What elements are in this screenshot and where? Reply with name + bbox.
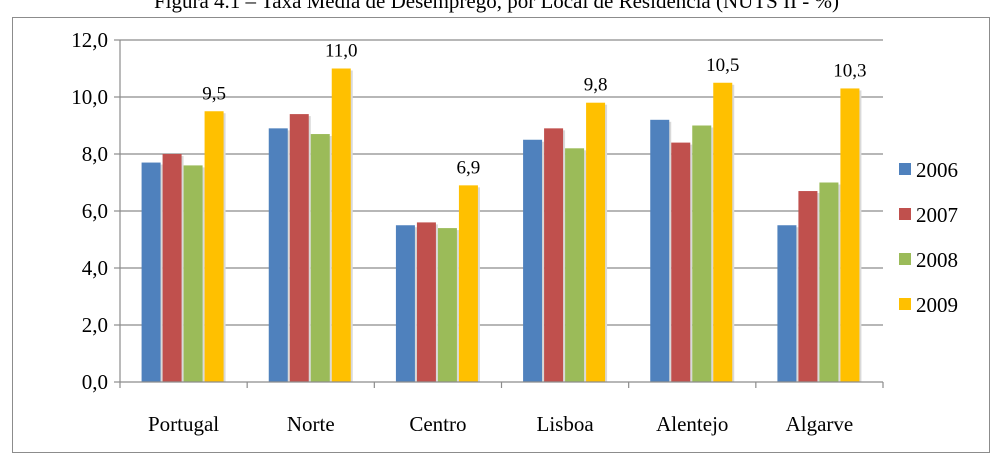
figure-caption: Figura 4.1 – Taxa Média de Desemprego, p…: [153, 0, 840, 13]
data-label: 11,0: [325, 41, 358, 62]
bar-2006: [395, 225, 415, 382]
gridlines: [120, 39, 883, 326]
y-tick-label: 0,0: [82, 370, 108, 394]
y-tick-label: 4,0: [82, 256, 108, 280]
bar-2008: [692, 125, 712, 382]
bar-2008: [819, 182, 839, 382]
bar-2006: [650, 119, 670, 383]
y-tick-label: 12,0: [71, 28, 108, 52]
data-label: 9,5: [202, 83, 226, 104]
bar-2008: [565, 148, 585, 382]
bar-2006: [141, 162, 161, 382]
y-tick-label: 10,0: [71, 85, 108, 109]
data-labels: 9,5 11,0 6,9 9,8 10,5 10,3: [202, 41, 866, 179]
data-label: 6,9: [457, 157, 481, 178]
bar-2006: [777, 225, 797, 382]
bar-2008: [437, 228, 457, 382]
legend-label: 2009: [916, 293, 958, 317]
bar-2009: [458, 185, 478, 382]
legend-swatch: [899, 163, 911, 175]
bar-2007: [162, 154, 182, 382]
x-category-label: Centro: [409, 412, 466, 436]
bar-2007: [416, 222, 436, 382]
x-category-label: Lisboa: [537, 412, 595, 436]
bar-2009: [713, 82, 733, 382]
bar-series: [141, 68, 862, 383]
chart-frame: [12, 17, 990, 453]
legend: 2006 2007 2008 2009: [899, 158, 958, 317]
bar-2006: [523, 139, 543, 382]
bar-2007: [289, 114, 309, 382]
data-label: 10,5: [706, 55, 739, 76]
legend-label: 2007: [916, 203, 958, 227]
y-axis-ticks: 0,0 2,0 4,0 6,0 8,0 10,0 12,0: [71, 28, 108, 394]
y-tick-label: 2,0: [82, 313, 108, 337]
bar-2009: [204, 111, 224, 382]
data-label: 9,8: [584, 75, 608, 96]
y-tick-label: 6,0: [82, 199, 108, 223]
bar-2009: [586, 102, 606, 382]
bar-2008: [183, 165, 203, 382]
bar-2007: [671, 142, 691, 382]
bar-2009: [331, 68, 351, 382]
legend-swatch: [899, 253, 911, 265]
x-axis-categories: Portugal Norte Centro Lisboa Alentejo Algarve: [148, 412, 853, 436]
bar-2007: [544, 128, 564, 382]
bar-2006: [268, 128, 288, 382]
legend-label: 2006: [916, 158, 958, 182]
bar-2007: [798, 191, 818, 382]
bar-2008: [310, 134, 330, 382]
x-category-label: Alentejo: [656, 412, 728, 436]
y-tick-label: 8,0: [82, 142, 108, 166]
axes: [114, 39, 884, 388]
bar-2009: [840, 88, 860, 382]
legend-label: 2008: [916, 248, 958, 272]
legend-swatch: [899, 298, 911, 310]
x-category-label: Algarve: [786, 412, 854, 436]
x-category-label: Portugal: [148, 412, 219, 436]
x-category-label: Norte: [287, 412, 335, 436]
legend-swatch: [899, 208, 911, 220]
data-label: 10,3: [833, 60, 866, 81]
